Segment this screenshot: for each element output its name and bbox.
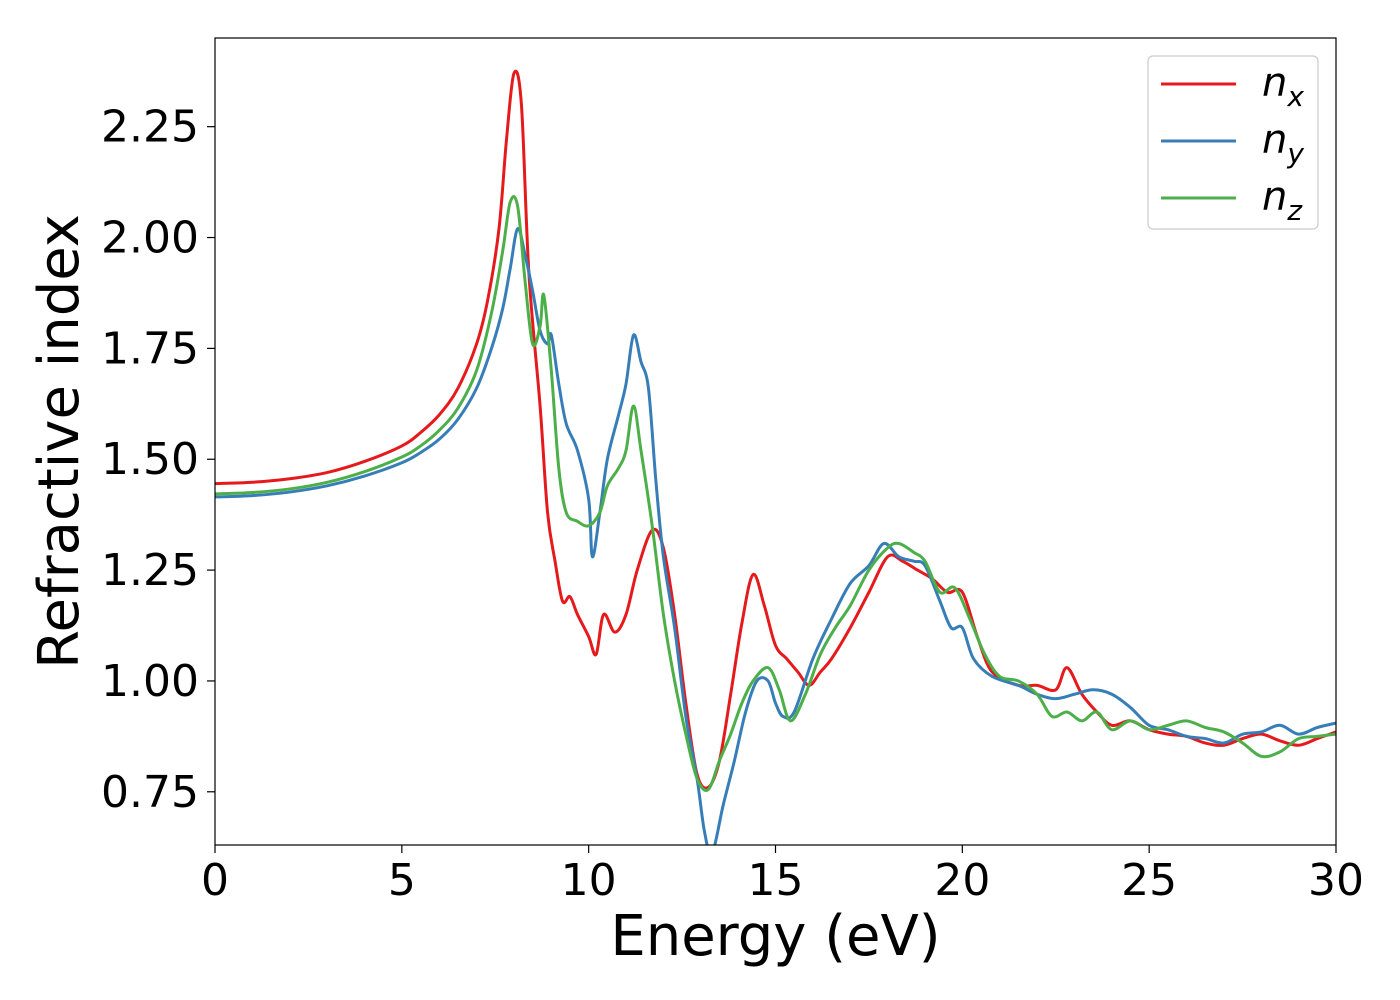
y-tick-label: 1.75	[101, 323, 199, 374]
x-tick-label: 15	[748, 855, 804, 906]
axis-ticks: 0 5 10 15 20 25 30 0.75 1.00 1.25 1.50 1.75 2.00 2.25	[101, 102, 1364, 906]
x-tick-label: 5	[388, 855, 416, 906]
legend-entry-n-y: ny	[1262, 117, 1304, 170]
y-tick-label: 1.50	[101, 434, 199, 485]
y-tick-label: 0.75	[101, 767, 199, 818]
y-tick-label: 1.25	[101, 545, 199, 596]
x-tick-label: 25	[1121, 855, 1177, 906]
y-tick-label: 2.00	[101, 213, 199, 264]
series-lines	[215, 69, 1336, 845]
x-tick-label: 10	[561, 855, 617, 906]
legend-entry-n-z: nz	[1262, 174, 1303, 227]
x-tick-label: 30	[1308, 855, 1364, 906]
x-tick-label: 0	[201, 855, 229, 906]
x-axis-label: Energy (eV)	[610, 904, 940, 969]
y-axis-label: Refractive index	[27, 214, 92, 669]
legend-entry-n-x: nx	[1262, 60, 1304, 113]
series-line-n-y	[215, 227, 1336, 845]
y-tick-label: 1.00	[101, 656, 199, 707]
y-tick-label: 2.25	[101, 102, 199, 153]
series-line-n-z	[215, 195, 1336, 792]
x-tick-label: 20	[934, 855, 990, 906]
